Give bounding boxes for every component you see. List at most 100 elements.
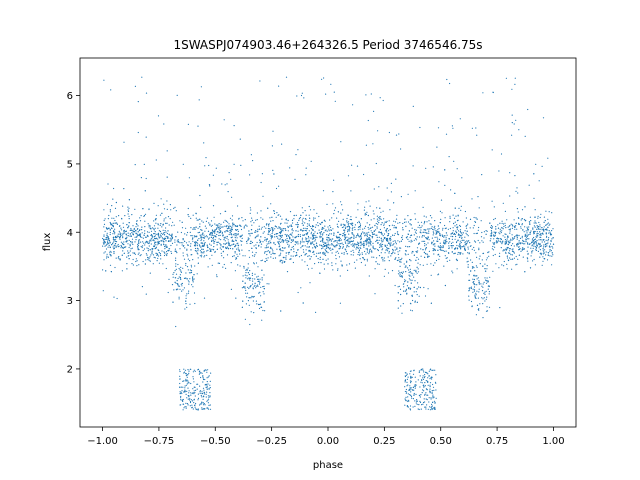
data-point xyxy=(207,266,209,268)
data-point xyxy=(362,228,364,230)
data-point xyxy=(357,222,359,224)
data-point xyxy=(351,240,353,242)
data-point xyxy=(536,245,538,247)
data-point xyxy=(514,77,516,79)
data-point xyxy=(114,266,116,269)
data-point xyxy=(280,259,283,261)
data-point xyxy=(519,243,521,245)
data-point xyxy=(245,277,247,279)
data-point xyxy=(151,252,153,254)
data-point xyxy=(278,242,280,244)
data-point xyxy=(548,245,551,247)
data-point xyxy=(137,101,139,103)
data-point xyxy=(354,244,356,246)
data-point xyxy=(366,235,368,237)
data-point xyxy=(367,226,369,229)
data-point xyxy=(409,380,411,382)
data-point xyxy=(516,238,518,240)
data-point xyxy=(200,256,203,258)
data-point xyxy=(313,225,315,227)
data-point xyxy=(221,246,223,248)
data-point xyxy=(160,232,162,234)
data-point xyxy=(443,241,445,243)
data-point xyxy=(305,230,308,232)
data-point xyxy=(359,258,361,260)
data-point xyxy=(127,255,129,257)
data-point xyxy=(290,241,292,244)
data-point xyxy=(399,275,401,277)
data-point xyxy=(420,255,422,257)
data-point xyxy=(130,241,132,243)
data-point xyxy=(167,230,169,232)
data-point xyxy=(129,233,131,235)
data-point xyxy=(108,214,110,217)
data-point xyxy=(353,261,356,263)
data-point xyxy=(511,234,513,236)
data-point xyxy=(133,231,135,233)
data-point xyxy=(179,375,181,377)
data-point xyxy=(152,263,154,265)
data-point xyxy=(147,223,149,225)
data-point xyxy=(302,212,304,214)
data-point xyxy=(402,229,404,231)
data-point xyxy=(358,249,361,251)
data-point xyxy=(410,282,412,284)
data-point xyxy=(220,245,222,247)
data-point xyxy=(359,253,361,255)
data-point xyxy=(274,243,276,246)
data-point xyxy=(155,222,157,224)
data-point xyxy=(344,227,347,230)
data-point xyxy=(452,127,454,129)
data-point xyxy=(377,263,379,265)
data-point xyxy=(431,391,433,393)
data-point xyxy=(269,228,271,230)
data-point xyxy=(485,230,487,232)
data-point xyxy=(312,236,315,238)
data-point xyxy=(249,270,251,272)
data-point xyxy=(172,276,174,278)
data-point xyxy=(474,295,476,298)
data-point xyxy=(291,219,294,221)
data-point xyxy=(550,240,552,243)
data-point xyxy=(474,241,477,243)
data-point xyxy=(421,404,423,406)
data-point xyxy=(273,253,275,255)
data-point xyxy=(309,217,311,219)
data-point xyxy=(473,289,476,291)
data-point xyxy=(229,245,231,247)
data-point xyxy=(275,216,277,218)
data-point xyxy=(383,218,385,220)
data-point xyxy=(409,246,411,248)
data-point xyxy=(277,241,279,243)
data-point xyxy=(227,225,229,227)
data-point xyxy=(369,234,371,236)
data-point xyxy=(301,219,303,221)
data-point xyxy=(191,400,194,402)
data-point xyxy=(345,249,347,251)
data-point xyxy=(250,285,252,287)
data-point xyxy=(296,224,298,226)
data-point xyxy=(366,248,368,250)
data-point xyxy=(365,234,367,236)
data-point xyxy=(323,231,325,234)
data-point xyxy=(230,230,232,233)
data-point xyxy=(202,248,204,250)
data-point xyxy=(248,233,250,235)
data-point xyxy=(415,271,417,273)
data-point xyxy=(268,225,270,227)
data-point xyxy=(532,250,534,252)
data-point xyxy=(127,227,129,229)
data-point xyxy=(366,232,368,234)
data-point xyxy=(134,253,136,255)
data-point xyxy=(431,408,433,410)
data-point xyxy=(127,250,129,252)
data-point xyxy=(482,241,484,243)
data-point xyxy=(386,244,388,246)
data-point xyxy=(444,241,446,243)
data-point xyxy=(453,253,455,255)
data-point xyxy=(434,381,437,383)
data-point xyxy=(438,227,440,230)
data-point xyxy=(473,275,475,277)
data-point xyxy=(216,227,218,229)
data-point xyxy=(265,224,268,226)
